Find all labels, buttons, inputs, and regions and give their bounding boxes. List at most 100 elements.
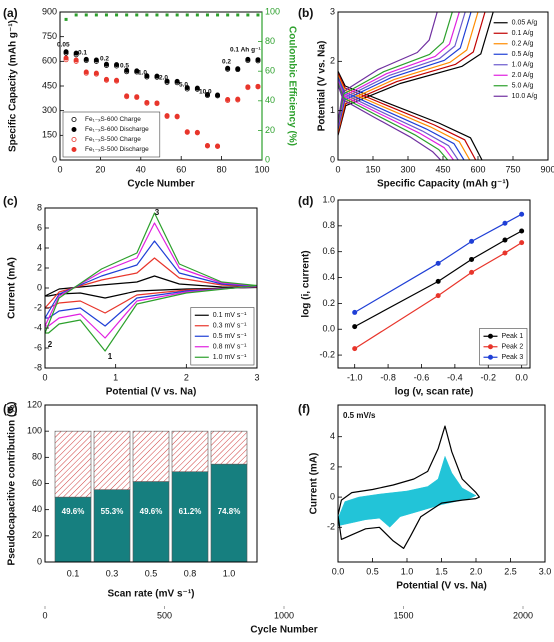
y2-axis-title: Coulombic Efficiency (%) — [286, 26, 297, 146]
y-tick-label: 120 — [27, 399, 42, 409]
data-point — [155, 13, 159, 17]
legend-label: 1.0 mV s⁻¹ — [213, 354, 247, 361]
data-point — [502, 250, 508, 256]
data-point — [215, 92, 221, 98]
plot-frame — [44, 207, 258, 369]
x-tick-label: 2 — [184, 372, 189, 382]
data-point — [352, 309, 358, 315]
x-axis-title: Cycle Number — [250, 625, 317, 636]
x-axis-title: Potential (V vs. Na) — [396, 581, 487, 592]
data-point — [93, 57, 99, 63]
data-point — [226, 13, 230, 17]
curve — [338, 12, 494, 160]
data-point — [502, 237, 508, 243]
legend-label: 0.2 A/g — [512, 41, 534, 48]
panel-label: (d) — [298, 194, 313, 208]
data-point — [225, 96, 231, 102]
data-point — [225, 65, 231, 71]
x-tick-label: 900 — [540, 164, 554, 174]
panel-label: (c) — [3, 194, 18, 208]
annotation: 10.0 — [199, 89, 212, 96]
x-tick-label: 0 — [57, 164, 62, 174]
bar-label: 55.3% — [101, 507, 124, 516]
annotation: 2.0 — [159, 75, 168, 82]
y-tick-label: 0.4 — [322, 272, 335, 282]
x-tick-label: 1000 — [274, 610, 294, 620]
bar-segment — [132, 430, 170, 482]
x-tick-label: 3 — [254, 372, 259, 382]
y-tick-label: 2 — [330, 56, 335, 66]
y-tick-label: 150 — [42, 130, 57, 140]
x-tick-label: 1.0 — [401, 566, 414, 576]
panel: (c) Potential (V vs. Na) Current (mA) 0 1 2 3 -… — [3, 194, 260, 397]
legend-label: Peak 3 — [501, 354, 523, 361]
data-point — [255, 57, 261, 63]
data-point — [205, 13, 209, 17]
y-tick-label: 8 — [37, 202, 42, 212]
bar-segment — [210, 463, 248, 562]
annotation: 2 — [48, 340, 53, 349]
data-point — [184, 129, 190, 135]
data-point — [502, 220, 508, 226]
x-tick-label: 500 — [157, 610, 172, 620]
annotation: 0.2 — [222, 59, 231, 66]
x-tick-label: 1500 — [393, 610, 413, 620]
data-point — [134, 68, 140, 74]
plot-frame — [337, 11, 549, 161]
legend-frame — [62, 111, 161, 158]
data-point — [235, 96, 241, 102]
legend-label: Fe₁₋ₓS-600 Charge — [85, 116, 141, 123]
data-point — [194, 85, 200, 91]
annotation: 0.5 — [120, 63, 129, 70]
bar-segment — [132, 481, 170, 562]
data-point — [103, 76, 109, 82]
data-point — [435, 278, 441, 284]
data-point — [145, 13, 149, 17]
panel-label: (b) — [298, 6, 313, 20]
data-point — [134, 94, 140, 100]
legend-label: 0.5 mV s⁻¹ — [213, 333, 247, 340]
x-tick-label: 20 — [95, 164, 105, 174]
y-tick-label: 0 — [330, 154, 335, 164]
data-point — [83, 56, 89, 62]
data-point — [174, 78, 180, 84]
legend-label: 0.8 mV s⁻¹ — [213, 344, 247, 351]
y-axis-title: Pseudocapacitive contribution (%) — [7, 402, 18, 566]
y-tick-label: 300 — [42, 105, 57, 115]
data-point — [124, 93, 130, 99]
y-axis-title: Current (mA) — [309, 453, 320, 515]
y-tick-label: 60 — [32, 478, 42, 488]
x-tick-label: 450 — [435, 164, 450, 174]
data-point — [245, 84, 251, 90]
y-tick-label: -8 — [34, 362, 42, 372]
panel: (f) Potential (V vs. Na) Current (mA) 0.0 0.… — [298, 402, 551, 591]
data-point — [175, 13, 179, 17]
y-tick-label: -2 — [34, 302, 42, 312]
data-point — [519, 211, 525, 217]
y-tick-label: 750 — [42, 31, 57, 41]
y2-tick-label: 0 — [265, 154, 270, 164]
y-axis-title: log (i, current) — [301, 250, 312, 317]
data-point — [194, 129, 200, 135]
bar-segment — [210, 430, 248, 465]
data-point — [103, 61, 109, 67]
x-tick-label: 0.8 — [184, 568, 197, 578]
annotation: 1.0 — [138, 70, 147, 77]
panel: (a) Cycle Number Specific Capacity (mAh g⁻… — [3, 6, 297, 189]
legend-label: Fe₁₋ₓS-600 Discharge — [85, 126, 149, 133]
bar-segment — [54, 496, 92, 562]
data-point — [73, 50, 79, 56]
legend-marker — [487, 333, 493, 339]
data-point — [154, 73, 160, 79]
x-tick-label: 1.5 — [435, 566, 448, 576]
y-tick-label: 0 — [330, 491, 335, 501]
annotation: 1 — [108, 352, 113, 361]
data-point — [256, 13, 260, 17]
y-tick-label: 0.6 — [322, 246, 335, 256]
x-tick-label: 2.0 — [470, 566, 483, 576]
y-tick-label: 1.0 — [322, 194, 335, 204]
data-point — [104, 13, 108, 17]
y-tick-label: 1 — [330, 105, 335, 115]
data-point — [83, 69, 89, 75]
